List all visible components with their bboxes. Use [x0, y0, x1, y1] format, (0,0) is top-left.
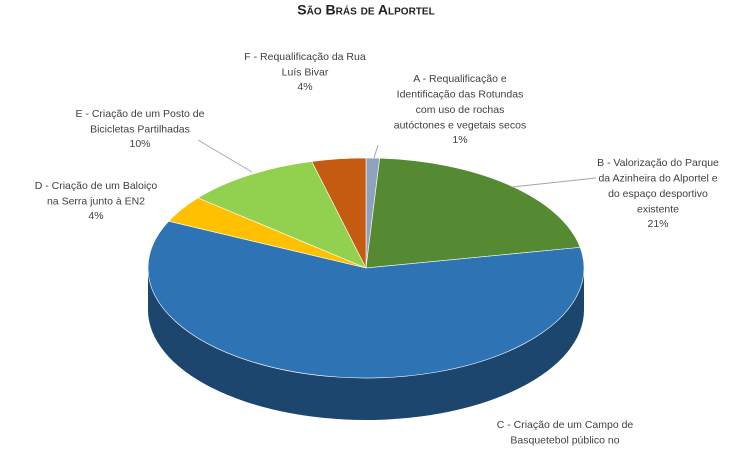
- slice: [365, 157, 581, 269]
- slice: [197, 161, 367, 269]
- data-label-name: E - Criação de um Posto de Bicicletas Par…: [76, 108, 205, 136]
- slice: [311, 157, 367, 269]
- chart-title: São Brás de Alportel: [297, 2, 434, 18]
- data-label-name: D - Criação de um Baloiço na Serra junto …: [35, 180, 158, 208]
- data-label-value: 10%: [129, 138, 150, 150]
- data-label-name: B - Valorização do Parque da Azinheira do…: [597, 157, 719, 216]
- data-label-name: C - Criação de um Campo de Basquetebol pú…: [497, 419, 634, 447]
- slice: [147, 220, 585, 379]
- data-label-value: 4%: [297, 81, 312, 93]
- data-label-name: A - Requalificação e Identificação das Ro…: [394, 73, 527, 132]
- data-label-value: 1%: [452, 134, 467, 146]
- data-label-value: 4%: [88, 210, 103, 222]
- leader-line: [197, 139, 253, 173]
- leader-line: [511, 177, 597, 188]
- slice-side: [148, 268, 584, 420]
- data-label-value: 21%: [647, 218, 668, 230]
- leader-line: [373, 144, 379, 159]
- data-label-name: F - Requalificação da Rua Luís Bivar: [244, 51, 366, 79]
